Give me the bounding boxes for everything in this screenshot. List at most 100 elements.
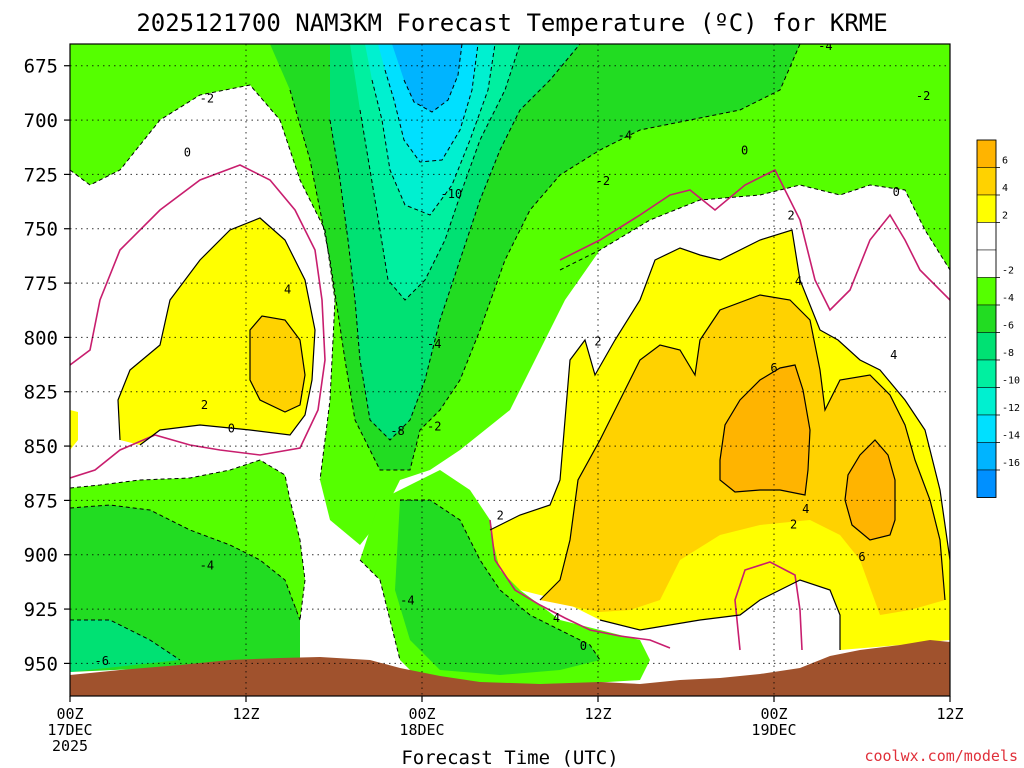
contour-label: -8 bbox=[390, 424, 404, 438]
contour-minus2-upper bbox=[70, 84, 336, 481]
contour-minus12 bbox=[384, 44, 479, 163]
colorbar-tick-label: -16 bbox=[1002, 458, 1020, 469]
region-lowlevel-minus6 bbox=[70, 620, 180, 672]
region-cold-minus14 bbox=[392, 44, 462, 112]
contour-zero-upper bbox=[559, 168, 950, 312]
colorbar-swatch bbox=[976, 249, 997, 278]
contour-label: -2 bbox=[427, 420, 441, 434]
contour-label: 2 bbox=[790, 517, 797, 531]
x-tick-label: 2025 bbox=[52, 737, 88, 755]
contour-label: 0 bbox=[893, 185, 900, 199]
y-tick-label: 950 bbox=[24, 653, 58, 675]
region-warm-plus6-b bbox=[845, 440, 895, 540]
y-tick-label: 875 bbox=[24, 490, 58, 512]
colorbar-swatch bbox=[976, 304, 997, 333]
y-tick-label: 775 bbox=[24, 273, 58, 295]
contour-label: 4 bbox=[890, 348, 897, 362]
contour-label: 0 bbox=[580, 639, 587, 653]
contour-labels: -20-10-4-2020-2-4420-4-2-82464240426-4-6… bbox=[95, 39, 931, 668]
x-tick-label: 19DEC bbox=[751, 721, 796, 739]
colorbar-frame bbox=[976, 139, 997, 498]
contour-label: -2 bbox=[596, 174, 610, 188]
colorbar-swatch bbox=[976, 222, 997, 251]
contour-plus2-lower bbox=[599, 579, 841, 650]
contour-label: -4 bbox=[618, 128, 632, 142]
region-warm-plus4-left bbox=[250, 316, 305, 412]
y-tick-label: 750 bbox=[24, 219, 58, 241]
contour-label: 2 bbox=[201, 398, 208, 412]
contour-plus6-b bbox=[844, 439, 896, 541]
contour-label: 6 bbox=[858, 550, 865, 564]
colorbar-swatch bbox=[976, 139, 997, 168]
colorbar-swatch bbox=[976, 167, 997, 196]
colorbar-tick-label: 4 bbox=[1002, 183, 1008, 194]
colorbar-swatch bbox=[976, 359, 997, 388]
contour-plus4-right bbox=[539, 294, 946, 601]
contour-minus10 bbox=[371, 44, 496, 216]
contour-label: -2 bbox=[200, 91, 214, 105]
x-axis-label: Forecast Time (UTC) bbox=[401, 747, 618, 768]
contour-label: -4 bbox=[400, 593, 414, 607]
contour-minus2-lowlevel bbox=[70, 459, 306, 621]
chart-title: 2025121700 NAM3KM Forecast Temperature (… bbox=[136, 9, 887, 37]
y-tick-label: 900 bbox=[24, 545, 58, 567]
x-tick-label: 12Z bbox=[232, 705, 259, 723]
colorbar-tick-label: -4 bbox=[1002, 293, 1014, 304]
contour-label: 0 bbox=[184, 146, 191, 160]
contour-label: 2 bbox=[594, 335, 601, 349]
x-tick-label: 12Z bbox=[584, 705, 611, 723]
x-tick-label: 12Z bbox=[936, 705, 963, 723]
y-tick-label: 675 bbox=[24, 56, 58, 78]
contour-label: -10 bbox=[440, 187, 462, 201]
contour-minus8 bbox=[359, 44, 521, 301]
y-tick-label: 800 bbox=[24, 327, 58, 349]
contour-plus2-right bbox=[489, 229, 950, 561]
contour-label: 2 bbox=[787, 209, 794, 223]
contour-plus6-a bbox=[719, 364, 811, 496]
credit-label: coolwx.com/models bbox=[864, 747, 1018, 765]
contour-zero-left bbox=[70, 164, 326, 479]
contour-label: 4 bbox=[284, 283, 291, 297]
colorbar-tick-label: -6 bbox=[1002, 321, 1014, 332]
colorbar-tick-label: -12 bbox=[1002, 403, 1020, 414]
contour-minus4 bbox=[289, 44, 801, 471]
colorbar-tick-label: -8 bbox=[1002, 348, 1014, 359]
x-tick-label: 00Z bbox=[56, 705, 83, 723]
colorbar-tick-label: -10 bbox=[1002, 376, 1020, 387]
region-midsurface-minus4 bbox=[395, 500, 600, 675]
colorbar-tick-label: 2 bbox=[1002, 211, 1008, 222]
contour-plus4-left bbox=[249, 315, 306, 413]
colorbar-swatch bbox=[976, 387, 997, 416]
x-tick-label: 00Z bbox=[760, 705, 787, 723]
contour-label: 2 bbox=[497, 509, 504, 523]
contour-label: -4 bbox=[427, 337, 441, 351]
colorbar-swatch bbox=[976, 277, 997, 306]
colorbar-tick-label: -2 bbox=[1002, 266, 1014, 277]
contour-minus2-right bbox=[559, 184, 950, 271]
contour-zero-right bbox=[489, 519, 671, 649]
contour-plus2-left bbox=[117, 217, 316, 446]
contour-label: 0 bbox=[228, 422, 235, 436]
x-tick-label: 00Z bbox=[408, 705, 435, 723]
y-tick-label: 825 bbox=[24, 382, 58, 404]
contour-label: 0 bbox=[741, 143, 748, 157]
x-tick-label: 18DEC bbox=[399, 721, 444, 739]
y-axis: 675 700 725 750 775 800 825 850 875 900 925 950 bbox=[24, 56, 70, 675]
contour-label: -4 bbox=[818, 39, 832, 53]
colorbar-tick-label: 6 bbox=[1002, 156, 1008, 167]
plot-frame bbox=[69, 43, 951, 697]
contour-minus2-midsurface bbox=[359, 559, 401, 661]
contour-label: 6 bbox=[770, 361, 777, 375]
y-tick-label: 700 bbox=[24, 110, 58, 132]
dashed-contours bbox=[70, 44, 950, 661]
colorbar-swatch bbox=[976, 332, 997, 361]
grid-lines bbox=[70, 44, 950, 696]
contour-label: 4 bbox=[795, 274, 802, 288]
x-tick-label: 17DEC bbox=[47, 721, 92, 739]
contour-zero-surface-loop bbox=[734, 561, 803, 651]
contour-minus6 bbox=[329, 44, 581, 441]
contour-label: -4 bbox=[200, 559, 214, 573]
contour-label: 4 bbox=[802, 502, 809, 516]
y-tick-label: 850 bbox=[24, 436, 58, 458]
